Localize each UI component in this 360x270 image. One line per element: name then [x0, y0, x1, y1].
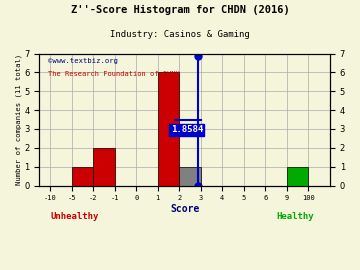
Y-axis label: Number of companies (11 total): Number of companies (11 total) — [15, 54, 22, 185]
X-axis label: Score: Score — [170, 204, 199, 214]
Text: ©www.textbiz.org: ©www.textbiz.org — [48, 58, 118, 63]
Text: 1.8584: 1.8584 — [171, 125, 203, 134]
Bar — [287, 167, 309, 185]
Bar — [158, 72, 179, 185]
Text: Industry: Casinos & Gaming: Industry: Casinos & Gaming — [110, 30, 250, 39]
Bar — [179, 167, 201, 185]
Text: The Research Foundation of SUNY: The Research Foundation of SUNY — [48, 71, 180, 77]
Text: Healthy: Healthy — [276, 212, 314, 221]
Bar — [72, 167, 93, 185]
Text: Unhealthy: Unhealthy — [50, 212, 98, 221]
Text: Z''-Score Histogram for CHDN (2016): Z''-Score Histogram for CHDN (2016) — [71, 5, 289, 15]
Bar — [93, 148, 115, 185]
